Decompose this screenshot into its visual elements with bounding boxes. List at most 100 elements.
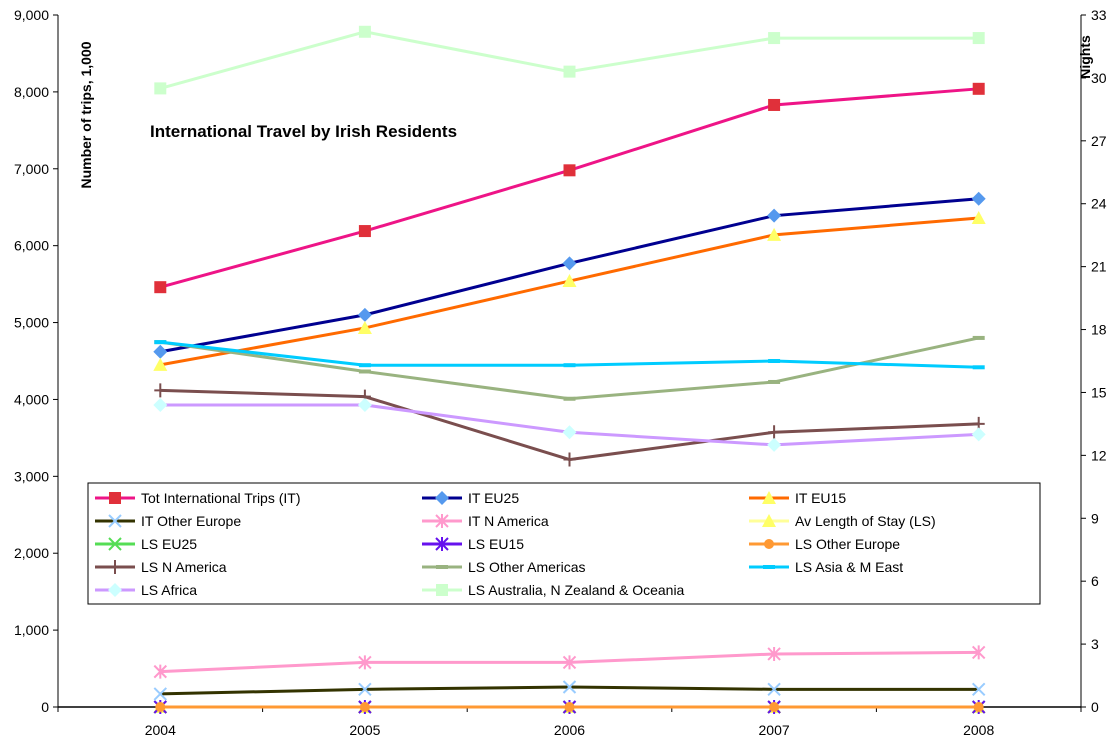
- series-11: [154, 340, 985, 370]
- legend-label: Tot International Trips (IT): [141, 490, 301, 506]
- y-tick-label: 0: [41, 699, 49, 715]
- marker-triangle: [762, 491, 776, 504]
- marker-x: [153, 687, 168, 701]
- y-tick-label: 6,000: [14, 238, 49, 254]
- axes: 0 1,000 2,000 3,000 4,000 5,000 6,000 7,000 8,00…: [14, 7, 1107, 738]
- marker-square: [436, 584, 448, 596]
- marker-diamond: [108, 583, 122, 597]
- legend-label: IT N America: [468, 513, 549, 529]
- series-8: [155, 702, 984, 712]
- marker-asterisk: [435, 537, 449, 551]
- chart-title: International Travel by Irish Residents: [150, 122, 457, 141]
- marker-diamond: [357, 398, 372, 413]
- marker-plus: [154, 383, 167, 398]
- marker-square: [972, 32, 985, 45]
- y-tick-label: 1,000: [14, 622, 49, 638]
- marker-diamond: [153, 398, 168, 413]
- legend-item: LS Other Americas: [422, 559, 586, 575]
- marker-diamond: [153, 344, 168, 359]
- x-tick-label: 2008: [963, 722, 994, 738]
- marker-x: [108, 537, 122, 551]
- series-line: [159, 30, 979, 90]
- legend-label: LS Asia & M East: [795, 559, 903, 575]
- legend-item: IT EU15: [749, 490, 846, 506]
- marker-square: [358, 225, 371, 238]
- legend-label: IT EU25: [468, 490, 519, 506]
- y2-tick-label: 30: [1091, 70, 1107, 86]
- marker-circle: [769, 702, 780, 712]
- y-tick-label: 3,000: [14, 468, 49, 484]
- series-13: [154, 25, 985, 95]
- series-4: [153, 645, 986, 679]
- y-tick-label: 4,000: [14, 391, 49, 407]
- series-0: [154, 82, 985, 294]
- series-group: [153, 25, 986, 714]
- marker-square: [768, 98, 781, 111]
- marker-square: [563, 164, 576, 177]
- y-tick-label: 8,000: [14, 84, 49, 100]
- legend: Tot International Trips (IT) IT EU25 IT EU…: [87, 482, 1041, 605]
- y2-tick-label: 9: [1091, 510, 1099, 526]
- x-tick-label: 2007: [759, 722, 790, 738]
- marker-square: [768, 32, 781, 45]
- x-tick-label: 2006: [554, 722, 585, 738]
- marker-x: [767, 682, 781, 697]
- legend-item: LS Africa: [95, 582, 197, 598]
- marker-triangle: [153, 357, 168, 371]
- series-10: [154, 335, 985, 401]
- marker-square: [358, 25, 371, 38]
- marker-square: [109, 492, 121, 504]
- marker-asterisk: [153, 664, 168, 679]
- y2-tick-label: 21: [1091, 259, 1107, 275]
- legend-item: IT N America: [422, 513, 549, 529]
- marker-square: [154, 281, 167, 294]
- legend-item: Av Length of Stay (LS): [749, 513, 936, 529]
- y-tick-label: 5,000: [14, 315, 49, 331]
- legend-label: LS Other Americas: [468, 559, 586, 575]
- marker-asterisk: [767, 646, 781, 661]
- legend-label: IT Other Europe: [141, 513, 241, 529]
- marker-circle: [564, 702, 575, 712]
- y-tick-label: 9,000: [14, 7, 49, 23]
- series-line: [160, 216, 979, 367]
- marker-triangle: [971, 210, 986, 224]
- x-tick-label: 2005: [349, 722, 380, 738]
- marker-x: [108, 514, 122, 528]
- marker-asterisk: [435, 514, 449, 528]
- legend-item: LS N America: [95, 559, 227, 575]
- marker-diamond: [562, 425, 577, 440]
- legend-label: LS EU15: [468, 536, 524, 552]
- legend-label: Av Length of Stay (LS): [795, 513, 936, 529]
- y2-tick-label: 15: [1091, 384, 1107, 400]
- marker-triangle: [767, 227, 782, 241]
- series-1: [153, 191, 986, 359]
- y2-tick-label: 12: [1091, 447, 1107, 463]
- legend-label: LS EU25: [141, 536, 197, 552]
- marker-plus: [768, 425, 781, 440]
- legend-label: LS Other Europe: [795, 536, 900, 552]
- legend-item: IT Other Europe: [95, 513, 241, 529]
- legend-label: LS Africa: [141, 582, 197, 598]
- marker-diamond: [767, 208, 782, 223]
- marker-square: [563, 65, 576, 78]
- y2-tick-label: 6: [1091, 573, 1099, 589]
- legend-item: LS Australia, N Zealand & Oceania: [422, 582, 685, 598]
- legend-item: Tot International Trips (IT): [95, 490, 301, 506]
- legend-item: IT EU25: [422, 490, 519, 506]
- marker-diamond: [767, 437, 782, 452]
- marker-diamond: [357, 307, 372, 322]
- legend-label: LS N America: [141, 559, 227, 575]
- marker-circle: [359, 702, 370, 712]
- y-axis-label: Number of trips, 1,000: [78, 41, 94, 188]
- legend-label: IT EU15: [795, 490, 846, 506]
- y2-tick-label: 3: [1091, 636, 1099, 652]
- series-9: [154, 383, 985, 467]
- marker-asterisk: [358, 655, 372, 670]
- marker-diamond: [435, 491, 449, 505]
- marker-triangle: [357, 320, 372, 334]
- marker-plus: [109, 560, 121, 574]
- marker-square: [154, 82, 167, 95]
- marker-asterisk: [971, 645, 986, 660]
- marker-diamond: [562, 256, 577, 271]
